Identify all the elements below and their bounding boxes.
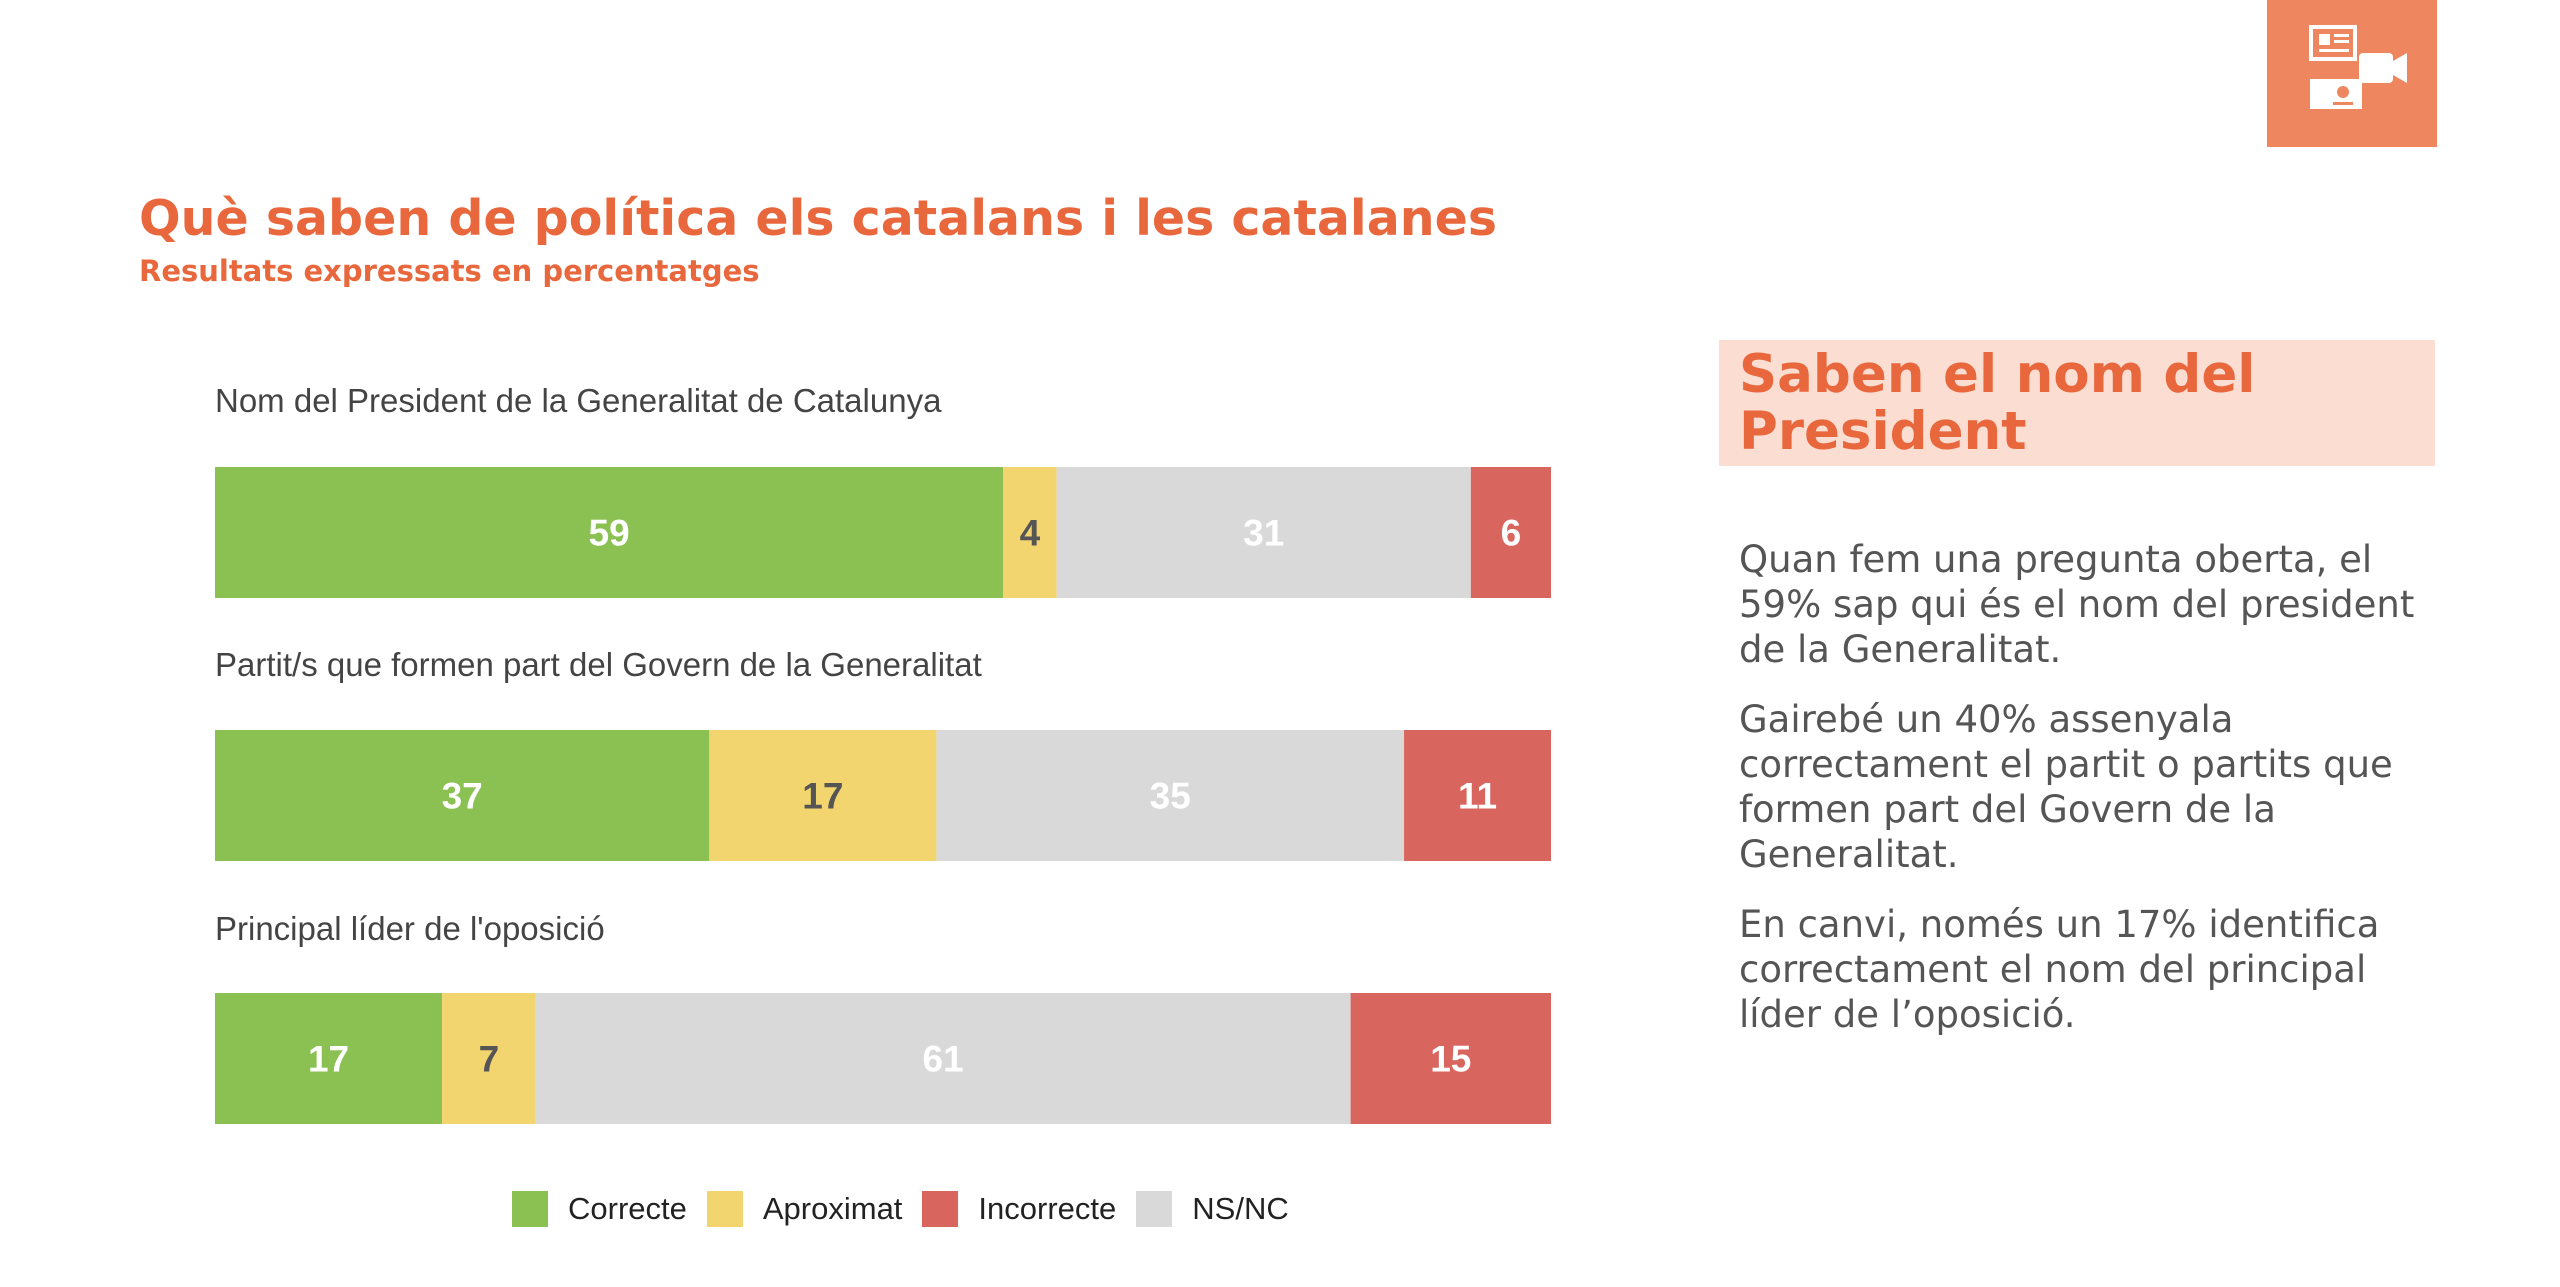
legend-swatch-aproximat bbox=[706, 1191, 743, 1227]
bar-segment-incorrecte bbox=[1470, 467, 1551, 598]
legend-swatch-nsnc bbox=[1136, 1191, 1173, 1227]
page-subtitle: Resultats expressats en percentatges bbox=[139, 254, 760, 288]
data-label-correcte: 59 bbox=[589, 513, 630, 554]
bar-segment-nsnc bbox=[535, 993, 1351, 1124]
bar-segment-nsnc bbox=[936, 730, 1405, 861]
bar-segment-nsnc bbox=[1056, 467, 1471, 598]
legend-label-aproximat: Aproximat bbox=[762, 1191, 903, 1226]
legend-item-correcte: Correcte bbox=[512, 1191, 687, 1227]
legend-swatch-correcte bbox=[512, 1191, 548, 1227]
bar-segment-incorrecte bbox=[1350, 993, 1551, 1124]
sidebar-paragraph-2: Gairebé un 40% assenyala correctament el… bbox=[1739, 698, 2393, 876]
bar-category-label: Principal líder de l'oposició bbox=[215, 910, 605, 947]
media-icon bbox=[2309, 25, 2407, 109]
data-label-correcte: 37 bbox=[442, 776, 483, 817]
data-label-incorrecte: 15 bbox=[1430, 1039, 1471, 1080]
data-label-aproximat: 7 bbox=[479, 1039, 500, 1080]
data-label-incorrecte: 6 bbox=[1501, 513, 1522, 554]
data-label-nsnc: 61 bbox=[923, 1039, 964, 1080]
legend-item-incorrecte: Incorrecte bbox=[922, 1191, 1116, 1227]
bar-segment-correcte bbox=[215, 993, 443, 1124]
data-label-aproximat: 4 bbox=[1020, 513, 1041, 554]
bar-segment-aproximat bbox=[1003, 467, 1057, 598]
stacked-bar-chart: Nom del President de la Generalitat de C… bbox=[215, 382, 1551, 1124]
bar-segment-incorrecte bbox=[1404, 730, 1551, 861]
data-label-nsnc: 31 bbox=[1243, 513, 1284, 554]
sidebar-heading: Saben el nom del President bbox=[1739, 343, 2256, 462]
bar-segment-aproximat bbox=[709, 730, 937, 861]
bar-segment-correcte bbox=[215, 730, 710, 861]
bar-segment-correcte bbox=[215, 467, 1004, 598]
sidebar-text: Quan fem una pregunta oberta, el 59% sap… bbox=[1739, 537, 2429, 1062]
data-label-correcte: 17 bbox=[308, 1039, 349, 1080]
sidebar-paragraph-3: En canvi, només un 17% identifica correc… bbox=[1739, 903, 2380, 1036]
data-label-aproximat: 17 bbox=[802, 776, 843, 817]
data-label-incorrecte: 11 bbox=[1458, 776, 1497, 817]
bar-category-label: Nom del President de la Generalitat de C… bbox=[215, 382, 942, 419]
legend-swatch-incorrecte bbox=[922, 1191, 959, 1227]
bar-segment-aproximat bbox=[442, 993, 536, 1124]
page-title: Què saben de política els catalans i les… bbox=[139, 190, 1498, 247]
corner-logo-box bbox=[2267, 0, 2437, 147]
legend-label-correcte: Correcte bbox=[568, 1191, 687, 1226]
legend-item-aproximat: Aproximat bbox=[706, 1191, 903, 1227]
sidebar-paragraph-1: Quan fem una pregunta oberta, el 59% sap… bbox=[1739, 538, 2415, 671]
chart-legend: Correcte Aproximat Incorrecte NS/NC bbox=[512, 1191, 1309, 1227]
sidebar-heading-box: Saben el nom del President bbox=[1719, 340, 2435, 466]
data-label-nsnc: 35 bbox=[1150, 776, 1191, 817]
legend-item-nsnc: NS/NC bbox=[1136, 1191, 1289, 1227]
bar-category-label: Partit/s que formen part del Govern de l… bbox=[215, 646, 982, 683]
legend-label-nsnc: NS/NC bbox=[1192, 1191, 1289, 1226]
legend-label-incorrecte: Incorrecte bbox=[978, 1191, 1117, 1226]
